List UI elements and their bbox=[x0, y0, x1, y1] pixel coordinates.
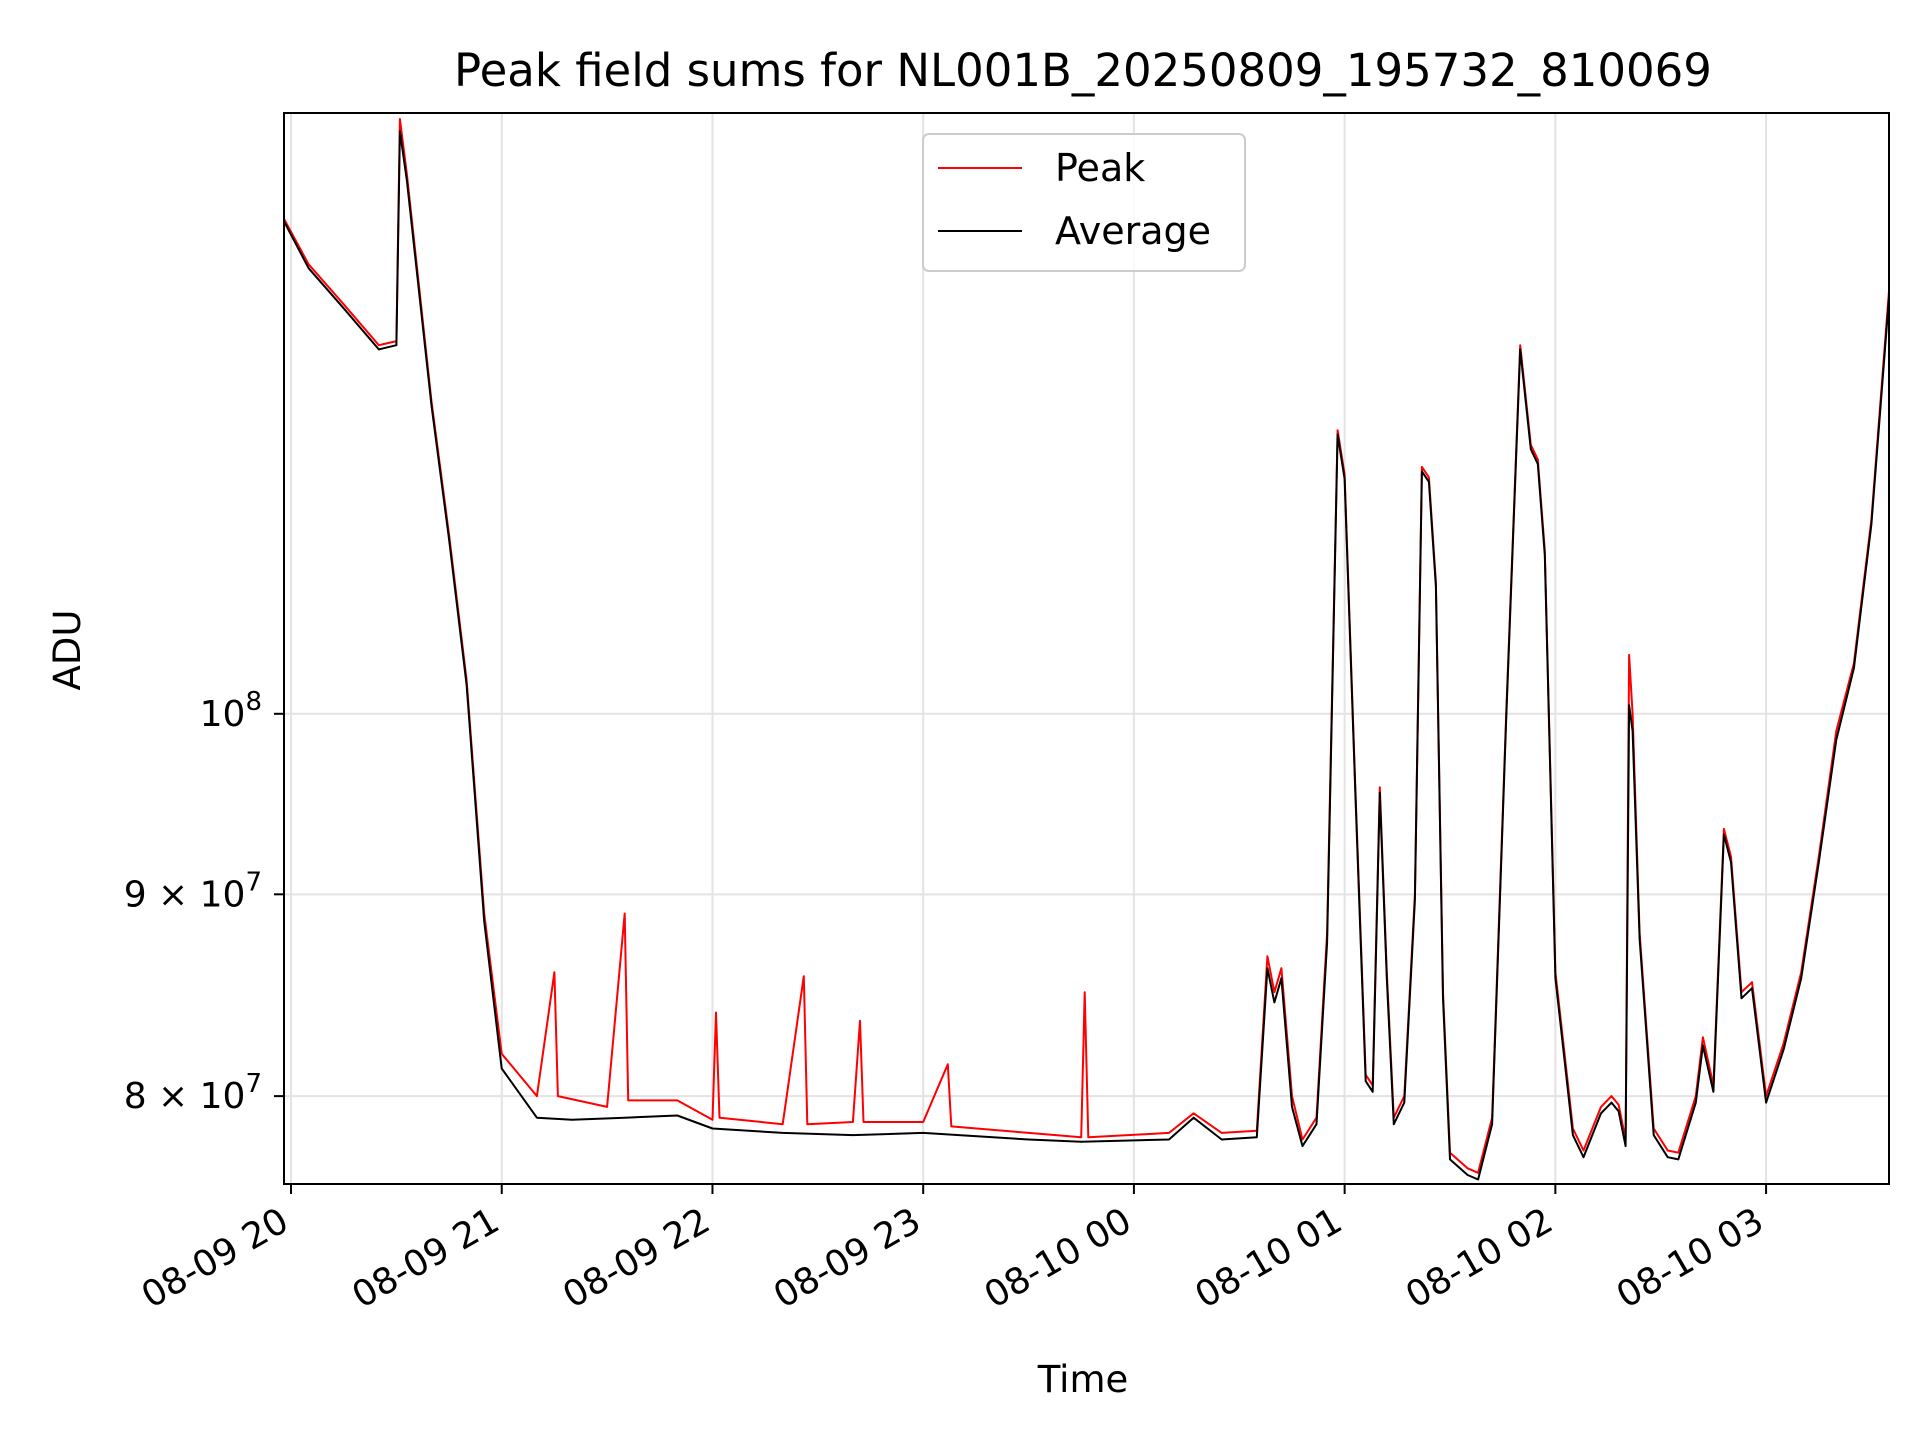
y-tick-label: 9 × 107 bbox=[124, 867, 262, 915]
grid-layer bbox=[284, 113, 1889, 1184]
plot-frame bbox=[283, 112, 1890, 1185]
legend-label-peak: Peak bbox=[1055, 146, 1145, 190]
x-axis-label: Time bbox=[1037, 1358, 1129, 1401]
chart-title: Peak field sums for NL001B_20250809_1957… bbox=[454, 44, 1712, 97]
y-tick-layer: 8 × 107 9 × 107 108 bbox=[124, 687, 284, 1117]
legend: Peak Average bbox=[922, 133, 1246, 272]
series-layer bbox=[284, 118, 1889, 1181]
y-tick-label: 108 bbox=[200, 687, 262, 735]
y-tick-label: 8 × 107 bbox=[124, 1069, 262, 1117]
legend-label-average: Average bbox=[1055, 209, 1211, 253]
series-line-average bbox=[284, 130, 1889, 1181]
y-axis-label: ADU bbox=[46, 610, 89, 691]
